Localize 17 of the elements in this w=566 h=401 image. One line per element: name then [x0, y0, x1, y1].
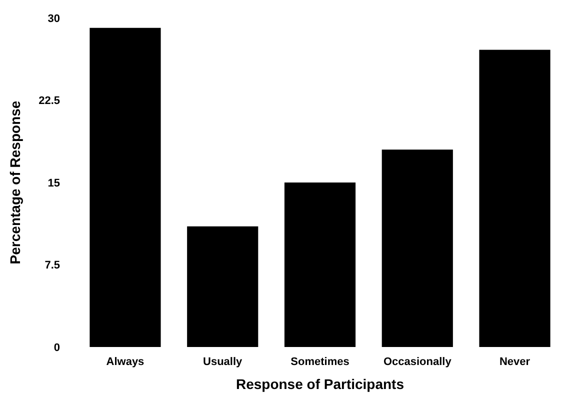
x-tick-label: Occasionally	[383, 356, 452, 368]
x-axis-title: Response of Participants	[236, 376, 404, 392]
y-tick-label: 30	[48, 12, 60, 25]
y-tick-label: 15	[48, 177, 60, 190]
y-tick-label: 22.5	[38, 95, 60, 108]
x-tick-label: Usually	[203, 356, 244, 368]
bar	[90, 28, 161, 347]
y-axis-title: Percentage of Response	[7, 100, 23, 264]
y-tick-label: 0	[54, 342, 60, 354]
bar	[284, 182, 356, 347]
x-tick-label: Always	[106, 356, 144, 368]
x-tick-label: Never	[499, 356, 531, 368]
y-tick-label: 7.5	[44, 260, 60, 272]
bar	[479, 50, 550, 347]
bar	[187, 226, 258, 347]
bar	[382, 150, 453, 347]
x-tick-label: Sometimes	[290, 356, 350, 368]
